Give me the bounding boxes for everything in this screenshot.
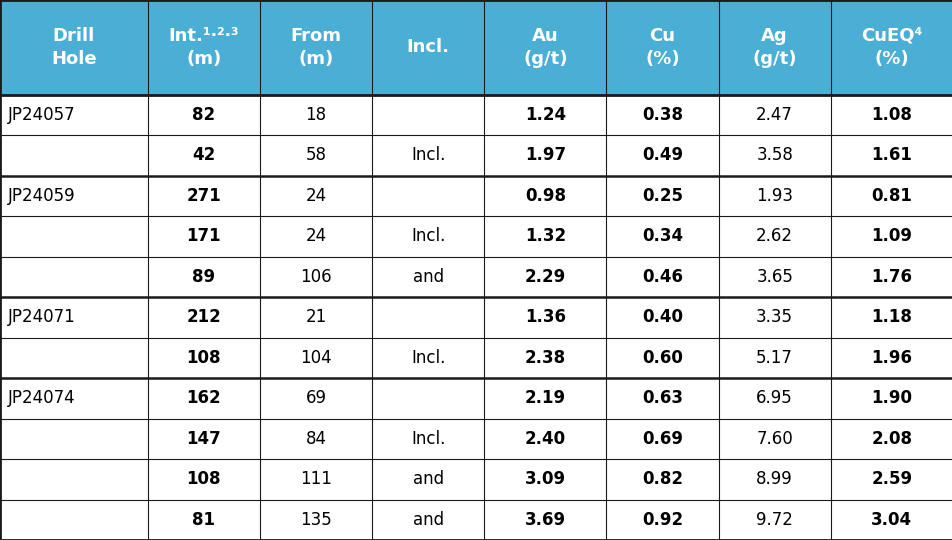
Text: JP24059: JP24059 [8,187,75,205]
Text: Incl.: Incl. [407,38,449,56]
Text: 0.69: 0.69 [642,430,683,448]
Text: 2.29: 2.29 [525,268,565,286]
Text: 108: 108 [187,470,221,488]
Text: Au
(g/t): Au (g/t) [523,27,567,68]
Text: 24: 24 [305,187,327,205]
Text: 0.81: 0.81 [870,187,911,205]
Text: 7.60: 7.60 [756,430,792,448]
Text: Ag
(g/t): Ag (g/t) [751,27,796,68]
Text: 3.69: 3.69 [525,511,565,529]
Text: Incl.: Incl. [410,430,445,448]
Text: 1.09: 1.09 [870,227,911,245]
Text: 2.38: 2.38 [525,349,565,367]
Text: 0.25: 0.25 [642,187,683,205]
Text: 1.90: 1.90 [870,389,911,407]
Text: 1.18: 1.18 [870,308,911,326]
Text: 0.34: 0.34 [642,227,683,245]
Text: 271: 271 [187,187,221,205]
Text: Incl.: Incl. [410,146,445,164]
Text: 2.62: 2.62 [755,227,792,245]
Text: 42: 42 [192,146,215,164]
Text: JP24057: JP24057 [8,106,75,124]
Text: and: and [412,470,444,488]
Text: 8.99: 8.99 [756,470,792,488]
Text: Incl.: Incl. [410,227,445,245]
Text: 135: 135 [300,511,331,529]
Text: 147: 147 [187,430,221,448]
Text: 0.40: 0.40 [642,308,683,326]
Text: 58: 58 [306,146,327,164]
Text: 0.38: 0.38 [642,106,683,124]
Text: 24: 24 [305,227,327,245]
Text: 6.95: 6.95 [756,389,792,407]
Text: 108: 108 [187,349,221,367]
Text: 1.32: 1.32 [525,227,565,245]
Text: 9.72: 9.72 [755,511,792,529]
Text: 0.49: 0.49 [642,146,683,164]
Text: 2.19: 2.19 [525,389,565,407]
Text: 111: 111 [300,470,331,488]
Text: 89: 89 [192,268,215,286]
Text: 3.35: 3.35 [755,308,792,326]
Text: JP24074: JP24074 [8,389,75,407]
Text: 69: 69 [306,389,327,407]
Text: and: and [412,268,444,286]
Text: 0.63: 0.63 [642,389,683,407]
Text: 2.59: 2.59 [870,470,911,488]
Text: Incl.: Incl. [410,349,445,367]
Text: 1.36: 1.36 [525,308,565,326]
Text: 82: 82 [192,106,215,124]
Text: 171: 171 [187,227,221,245]
Text: 0.46: 0.46 [642,268,683,286]
Text: 1.24: 1.24 [525,106,565,124]
Text: Int.¹‧²‧³
(m): Int.¹‧²‧³ (m) [169,27,239,68]
Text: 1.08: 1.08 [870,106,911,124]
Text: 0.92: 0.92 [642,511,683,529]
Text: 0.98: 0.98 [525,187,565,205]
Text: 18: 18 [305,106,327,124]
Text: From
(m): From (m) [290,27,341,68]
Text: 162: 162 [187,389,221,407]
Text: 0.60: 0.60 [642,349,683,367]
Text: 1.97: 1.97 [525,146,565,164]
Text: 3.65: 3.65 [755,268,792,286]
Text: 3.58: 3.58 [755,146,792,164]
Text: 104: 104 [300,349,331,367]
Bar [0,0,952,94]
Text: Cu
(%): Cu (%) [645,27,679,68]
Text: 2.08: 2.08 [870,430,911,448]
Text: 3.09: 3.09 [525,470,565,488]
Text: 2.47: 2.47 [755,106,792,124]
Text: 1.61: 1.61 [870,146,911,164]
Text: 212: 212 [187,308,221,326]
Text: 81: 81 [192,511,215,529]
Text: 2.40: 2.40 [525,430,565,448]
Text: and: and [412,511,444,529]
Text: 3.04: 3.04 [870,511,911,529]
Text: Drill
Hole: Drill Hole [51,27,96,68]
Text: 106: 106 [300,268,331,286]
Text: 1.76: 1.76 [870,268,911,286]
Text: 84: 84 [306,430,327,448]
Text: CuEQ⁴
(%): CuEQ⁴ (%) [861,27,922,68]
Text: 5.17: 5.17 [755,349,792,367]
Text: 1.96: 1.96 [870,349,911,367]
Text: JP24071: JP24071 [8,308,75,326]
Text: 0.82: 0.82 [642,470,683,488]
Text: 21: 21 [305,308,327,326]
Text: 1.93: 1.93 [755,187,792,205]
